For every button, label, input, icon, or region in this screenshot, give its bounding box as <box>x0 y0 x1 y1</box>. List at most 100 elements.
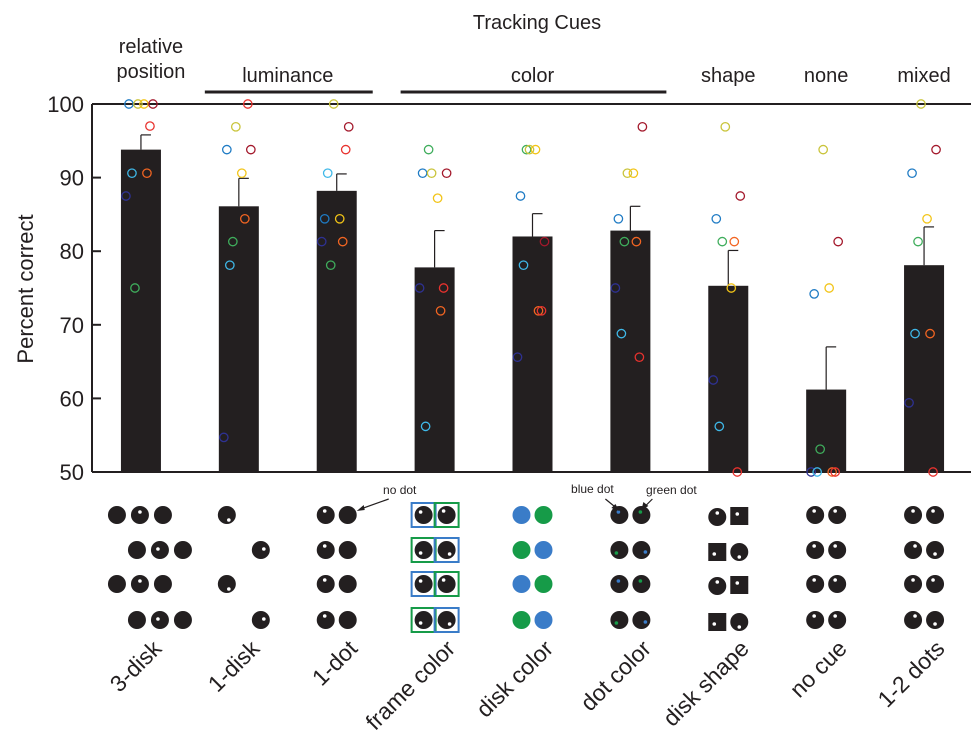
stimulus-dot <box>833 614 837 618</box>
stimulus-disk <box>610 611 629 629</box>
subject-point <box>711 213 722 224</box>
stimulus-disk <box>730 543 749 561</box>
stimulus-disk <box>127 541 146 559</box>
stimulus-disk <box>130 575 149 593</box>
subject-point <box>815 444 826 455</box>
stimulus-dot <box>931 509 935 513</box>
group-label: luminance <box>242 65 333 87</box>
subject-point <box>512 352 523 363</box>
group-label: shape <box>701 65 756 87</box>
stimulus-disk <box>828 506 847 524</box>
subject-point <box>717 236 728 247</box>
stimulus-disk <box>632 575 651 593</box>
subject-point <box>334 213 345 224</box>
stimulus-disk <box>904 541 923 559</box>
subject-point <box>806 467 817 477</box>
subject-point <box>616 328 627 339</box>
subject-point <box>221 144 232 155</box>
stimulus-dot <box>735 581 740 585</box>
stimulus-dot <box>812 544 816 548</box>
annotation-blue-dot: blue dot <box>571 482 614 496</box>
stimulus-dot <box>931 578 935 582</box>
y-tick-label: 100 <box>47 92 84 117</box>
subject-point <box>325 260 336 271</box>
subject-point <box>913 236 923 247</box>
subject-point <box>824 283 835 293</box>
bar <box>316 190 357 472</box>
stimulus-disk <box>437 541 456 559</box>
subject-point <box>343 121 354 132</box>
subject-point <box>435 305 446 316</box>
stimulus-disk <box>414 575 433 593</box>
stimulus-disk <box>610 506 629 524</box>
stimulus-disk <box>338 541 357 559</box>
subject-point <box>925 328 935 339</box>
subject-point <box>328 99 339 109</box>
stimulus-dot <box>643 620 648 624</box>
stimulus-disk <box>806 541 825 559</box>
subject-point <box>628 168 639 179</box>
subject-point <box>340 144 351 155</box>
stimulus-disk <box>251 611 270 629</box>
stimulus-disk <box>437 506 456 524</box>
group-label: none <box>804 65 849 87</box>
cue-group-labels: relative position luminance color shape none m… <box>116 36 951 94</box>
stimulus-disk <box>904 575 923 593</box>
stimulus-disk <box>130 506 149 524</box>
subject-point <box>441 168 452 179</box>
subject-point <box>438 283 449 293</box>
stimulus-disk <box>904 506 923 524</box>
subject-point <box>130 283 140 293</box>
group-label: relative position <box>116 36 185 83</box>
subject-point <box>227 236 238 247</box>
subject-point <box>931 144 941 155</box>
stimulus-dot <box>227 587 231 591</box>
y-axis-label: Percent correct <box>13 214 38 363</box>
subject-point <box>809 289 820 299</box>
stimulus-disk <box>107 575 126 593</box>
y-tick-label: 80 <box>60 239 84 264</box>
stimulus-dot <box>638 579 643 583</box>
stimulus-disk <box>153 506 172 524</box>
stimulus-square <box>730 507 749 525</box>
stimulus-disk <box>127 611 146 629</box>
stimulus-dot <box>262 547 266 551</box>
stimulus-disk <box>107 506 126 524</box>
stimulus-dot <box>616 579 621 583</box>
stimulus-dot <box>138 510 142 514</box>
y-tick-label: 70 <box>60 313 84 338</box>
stimulus-dot <box>911 578 915 582</box>
subject-point <box>432 193 443 204</box>
bar <box>806 389 847 472</box>
stimulus-dot <box>614 551 619 555</box>
stimulus-disk <box>926 541 945 559</box>
stimulus-dot <box>812 578 816 582</box>
stimulus-disk <box>316 541 335 559</box>
subject-point <box>910 328 920 339</box>
stimulus-dot <box>616 510 621 514</box>
stimulus-disk <box>338 506 357 524</box>
stimulus-disk <box>173 611 192 629</box>
stimulus-dot <box>833 544 837 548</box>
stimulus-dot <box>441 509 446 513</box>
stimulus-dot <box>715 511 720 515</box>
subject-point <box>720 121 731 132</box>
subject-point <box>417 168 428 179</box>
stimulus-dot <box>418 579 423 583</box>
stimulus-disk <box>437 611 456 629</box>
subject-point <box>907 168 917 179</box>
subject-point <box>319 213 330 224</box>
stimulus-disk <box>828 611 847 629</box>
stimulus-disk <box>828 541 847 559</box>
subject-point <box>515 191 526 201</box>
y-tick-label: 50 <box>60 460 84 485</box>
stimulus-disk <box>632 541 651 559</box>
y-tick-label: 90 <box>60 166 84 191</box>
stimulus-dot <box>638 510 643 514</box>
subject-point <box>316 236 327 247</box>
stimulus-dot <box>933 552 937 556</box>
stimulus-dot <box>322 544 327 548</box>
stimulus-disk <box>217 506 236 524</box>
